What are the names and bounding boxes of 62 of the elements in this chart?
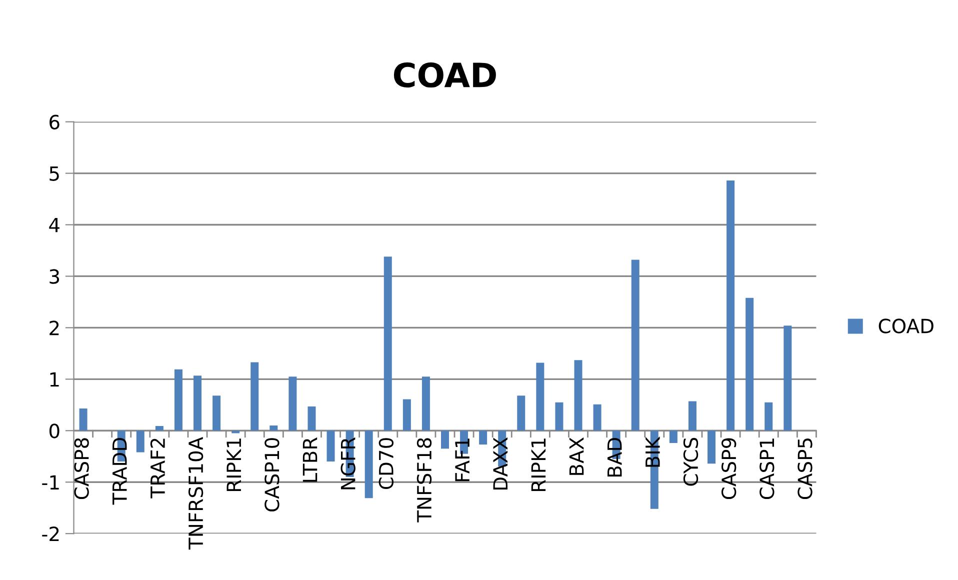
bar (764, 402, 773, 431)
bar (194, 376, 202, 431)
x-tick-label: TNFRSF10A (188, 436, 204, 550)
bar (746, 298, 754, 431)
bar (479, 430, 488, 445)
bar (288, 376, 297, 431)
bar (136, 430, 144, 452)
x-tick-label: CASP8 (74, 438, 89, 500)
bar (308, 406, 316, 431)
y-tick-label: 3 (50, 269, 60, 284)
bar (593, 404, 602, 431)
x-tick-label: BIK (646, 436, 660, 467)
bar (784, 326, 792, 431)
x-tick-label: TRADD (112, 438, 127, 505)
y-tick-label: -1 (42, 475, 59, 490)
bar (402, 399, 411, 431)
bar (155, 426, 164, 431)
x-tick-label: CYCS (683, 438, 698, 486)
bar (726, 180, 735, 431)
bar (174, 369, 182, 431)
x-tick-label: FAF1 (455, 438, 470, 482)
x-tick-label: CD70 (378, 438, 394, 490)
y-tick-label: 6 (50, 114, 60, 130)
bar (688, 401, 696, 431)
x-tick-label: TRAF2 (150, 438, 165, 498)
y-tick-label: 1 (50, 372, 59, 387)
bar (631, 260, 640, 431)
x-tick-label: DAXX (493, 437, 508, 490)
bar (555, 402, 564, 431)
bar (517, 396, 526, 431)
bar (212, 396, 221, 431)
x-tick-label: CASP5 (798, 438, 812, 500)
x-tick-label: NGFR (340, 437, 356, 490)
y-tick-label: 2 (50, 320, 59, 336)
x-tick-label: RIPK1 (226, 438, 241, 492)
y-tick-label: 4 (49, 218, 60, 232)
legend-label: COAD (878, 318, 934, 334)
x-tick-label: CASP1 (760, 438, 774, 500)
x-tick-label: CASP9 (721, 438, 736, 500)
bar (574, 360, 582, 431)
x-tick-label: BAX (569, 437, 584, 475)
bar (364, 430, 373, 498)
bar (79, 408, 88, 431)
bar (440, 430, 449, 449)
bar (326, 430, 335, 462)
x-tick-label: LTBR (302, 437, 318, 482)
chart-title: COAD (394, 62, 496, 88)
x-tick-label: TNFSF18 (416, 438, 432, 522)
bar (536, 362, 544, 431)
bar (422, 376, 430, 431)
x-tick-label: CASP10 (264, 438, 280, 512)
y-tick-label: 5 (50, 166, 59, 181)
bar (669, 430, 678, 444)
y-tick-label: 0 (49, 424, 60, 438)
x-tick-label: RIPK1 (531, 438, 546, 492)
bar (708, 430, 716, 464)
y-tick-label: -2 (42, 526, 59, 541)
bar (270, 426, 278, 431)
bar (384, 256, 392, 431)
bar (232, 430, 240, 434)
bar (250, 362, 259, 431)
x-tick-label: BAD (608, 438, 622, 477)
